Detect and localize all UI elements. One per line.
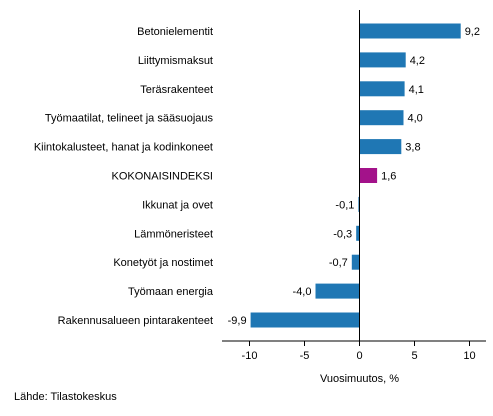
category-label: Teräsrakenteet [140,84,213,96]
category-label: Työmaatilat, telineet ja sääsuojaus [45,113,214,125]
bar [359,139,402,155]
bar [250,312,360,328]
category-label: Konetyöt ja nostimet [113,257,213,269]
x-tick-label: 5 [411,350,417,362]
bar [358,196,360,212]
category-label: Kiintokalusteet, hanat ja kodinkoneet [34,142,213,154]
bar [351,254,360,270]
x-axis-label: Vuosimuutos, % [320,373,399,385]
category-label: Työmaan energia [128,286,214,298]
bar [356,225,360,241]
bar [359,81,405,97]
bar [359,52,406,68]
category-label: Rakennusalueen pintarakenteet [58,315,213,327]
value-label: -4,0 [293,286,312,298]
bar [359,110,404,126]
value-label: 9,2 [465,26,480,38]
category-label: KOKONAISINDEKSI [112,171,213,183]
value-label: -0,3 [333,228,352,240]
category-label: Betonielementit [137,26,213,38]
bars [250,23,461,328]
value-labels: 9,2 4,2 4,1 4,0 3,8 1,6 -0,1 -0,3 -0,7 -4,0 -9,9 [228,26,480,327]
x-tick-label: -10 [242,350,258,362]
value-label: -9,9 [228,315,247,327]
bar [359,168,378,183]
category-label: Lämmöneristeet [134,228,213,240]
category-label: Ikkunat ja ovet [142,199,213,211]
x-tick-label: -5 [300,350,310,362]
category-labels: Betonielementit Liittymismaksut Teräsraken… [34,26,214,327]
category-label: Liittymismaksut [138,55,213,67]
value-label: -0,7 [329,257,348,269]
bar [315,283,360,299]
value-label: -0,1 [335,199,354,211]
value-label: 1,6 [381,171,396,183]
value-label: 4,0 [408,113,423,125]
value-label: 4,1 [409,84,424,96]
x-axis-ticks: -10 -5 0 5 10 [242,341,476,362]
x-tick-label: 10 [463,350,475,362]
bar [359,23,461,39]
value-label: 4,2 [410,55,425,67]
x-tick-label: 0 [356,350,362,362]
source-note: Lähde: Tilastokeskus [14,391,117,403]
value-label: 3,8 [405,142,420,154]
